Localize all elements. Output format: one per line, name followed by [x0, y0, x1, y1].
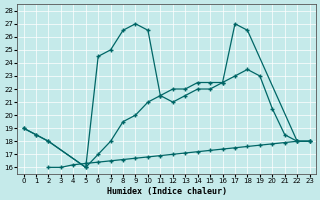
X-axis label: Humidex (Indice chaleur): Humidex (Indice chaleur)	[107, 187, 227, 196]
